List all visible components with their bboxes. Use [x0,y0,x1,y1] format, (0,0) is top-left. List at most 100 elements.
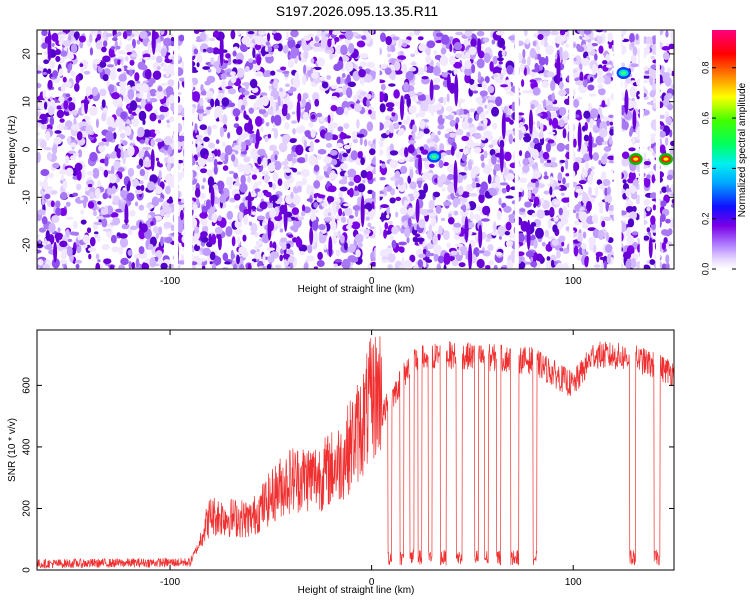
spectrogram-speckle [211,124,218,130]
spectrogram-speckle [329,122,339,129]
spectrogram-speckle [178,34,185,42]
spectrogram-speckle [560,216,569,225]
spectrogram-speckle [225,226,233,237]
spectrogram-speckle [139,139,145,144]
spectrogram-speckle [252,47,256,59]
spectrogram-speckle [224,153,229,161]
spectrogram-speckle [364,198,374,202]
spectrogram-speckle [423,183,429,194]
spectrogram-speckle [254,245,261,250]
spectrogram-speckle [81,59,88,70]
spectrogram-speckle [440,152,447,157]
spectrogram-speckle [658,114,665,119]
spectrogram-gap [569,30,574,269]
spectrogram-speckle [169,94,175,104]
spectrogram-speckle [55,49,61,56]
spectrogram-speckle [292,194,301,206]
spectrogram-speckle [397,246,405,252]
spectrogram-speckle [77,149,83,158]
spectrogram-y-label: Frequency (Hz) [7,116,18,185]
spectrogram-speckle [358,68,366,78]
spectrogram-speckle [416,237,425,243]
spectrogram-speckle [523,133,532,143]
spectrogram-speckle [129,225,138,231]
spectrogram-streak [446,73,451,91]
spectrogram-speckle [109,222,118,226]
spectrogram-speckle [243,114,249,119]
spectrogram-speckle [621,157,630,167]
spectrogram-speckle [602,60,608,65]
spectrogram-speckle [67,35,72,41]
spectrogram-speckle [107,187,113,196]
spectrogram-speckle [606,97,611,108]
spectrogram-speckle [435,204,442,214]
spectrogram-speckle [262,254,266,265]
spectrogram-speckle [288,89,292,94]
spectrogram-speckle [167,156,176,164]
spectrogram-speckle [665,92,673,100]
spectrogram-speckle [538,57,547,66]
spectrogram-speckle [529,47,537,59]
spectrogram-speckle [484,104,488,109]
spectrogram-speckle [449,254,455,262]
spectrogram-speckle [530,103,535,110]
spectrogram-speckle [462,147,469,155]
spectrogram-speckle [97,180,102,187]
spectrogram-speckle [134,189,144,195]
bright-spot-core [633,157,639,161]
spectrogram-speckle [301,177,307,186]
spectrogram-speckle [480,218,490,222]
spectrogram-speckle [408,32,414,37]
spectrogram-speckle [461,135,469,142]
spectrogram-speckle [527,186,534,191]
spectrogram-speckle [339,186,348,192]
spectrogram-speckle [597,84,604,89]
spectrogram-speckle [661,186,668,193]
spectrogram-speckle [401,63,408,75]
spectrogram-gap [184,30,193,269]
spectrogram-speckle [539,73,545,77]
spectrogram-streak [47,30,52,62]
spectrogram-speckle [127,249,133,257]
spectrogram-speckle [37,122,40,129]
spectrogram-speckle [384,67,392,75]
spectrogram-speckle [159,30,165,36]
spectrogram-speckle [214,226,223,235]
spectrogram-streak [648,237,653,259]
spectrogram-speckle [138,110,147,122]
spectrogram-speckle [204,154,208,160]
spectrogram-speckle [348,215,354,219]
spectrogram-speckle [97,201,102,205]
spectrogram-speckle [547,139,555,144]
spectrogram-speckle [670,84,674,89]
spectrogram-speckle [160,236,164,247]
spectrogram-speckle [228,170,235,175]
spectrogram-speckle [603,260,608,269]
spectrogram-speckle [290,30,299,38]
spectrogram-speckle [119,237,129,248]
spectrogram-speckle [88,105,98,117]
spectrogram-speckle [427,209,434,214]
spectrogram-speckle [208,142,216,149]
spectrogram-speckle [316,112,323,118]
spectrogram-speckle [110,165,115,176]
spectrogram-streak [217,233,222,251]
spectrogram-speckle [251,168,260,174]
spectrogram-speckle [120,57,124,66]
spectrogram-speckle [84,185,90,192]
spectrogram-speckle [423,64,428,73]
spectrogram-speckle [357,242,363,248]
spectrogram-speckle [295,144,304,156]
spectrogram-speckle [210,57,215,65]
spectrogram-speckle [206,157,215,163]
spectrogram-speckle [663,237,668,244]
spectrogram-speckle [82,244,88,249]
spectrogram-streak [632,109,637,130]
spectrogram-speckle [573,245,579,257]
spectrogram-speckle [551,92,555,103]
spectrogram-speckle [177,135,186,143]
spectrogram-speckle [474,177,478,182]
spectrogram-speckle [408,90,416,97]
spectrogram-speckle [260,126,264,132]
